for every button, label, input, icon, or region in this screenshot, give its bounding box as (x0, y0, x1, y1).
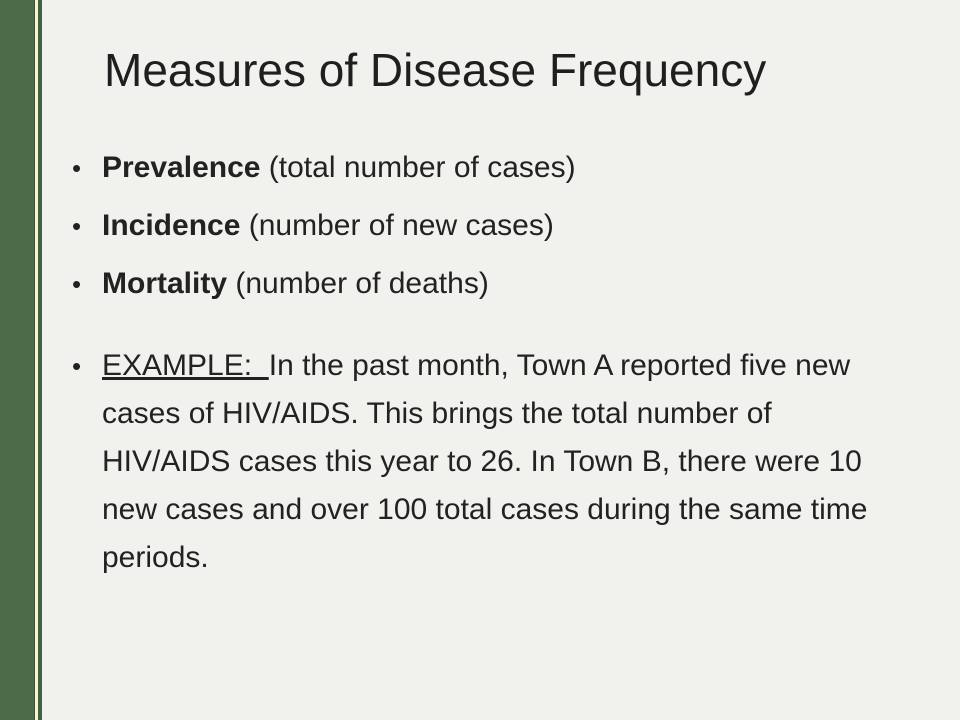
side-accent-dark-stripe (38, 0, 42, 720)
bullet-item-example: • EXAMPLE: In the past month, Town A rep… (72, 342, 902, 582)
bullet-dot-icon: • (72, 351, 82, 381)
bullet-dot-icon: • (72, 153, 82, 183)
example-label: EXAMPLE: (102, 349, 269, 382)
example-text: In the past month, Town A reported five … (102, 349, 868, 574)
bullet-item-incidence: • Incidence (number of new cases) (72, 206, 902, 246)
bullet-dot-icon: • (72, 269, 82, 299)
bullet-list: • Prevalence (total number of cases) • I… (72, 148, 902, 582)
bullet-term: Mortality (102, 267, 228, 300)
bullet-detail: (total number of cases) (260, 151, 576, 184)
bullet-detail: (number of deaths) (227, 267, 489, 300)
slide-title: Measures of Disease Frequency (104, 44, 767, 96)
bullet-dot-icon: • (72, 211, 82, 241)
bullet-term: Incidence (102, 209, 241, 242)
bullet-item-prevalence: • Prevalence (total number of cases) (72, 148, 902, 188)
bullet-term: Prevalence (102, 151, 261, 184)
bullet-item-mortality: • Mortality (number of deaths) (72, 264, 902, 304)
side-accent-light-stripe (35, 0, 38, 720)
side-accent-band (0, 0, 35, 720)
bullet-detail: (number of new cases) (240, 209, 554, 242)
